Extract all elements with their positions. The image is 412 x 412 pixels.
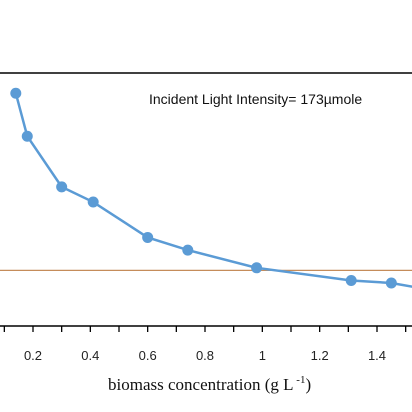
annotation-text: Incident Light Intensity= 173µmole [149,91,362,107]
x-axis-label-sup: -1 [294,374,306,386]
data-point [142,231,154,243]
x-ticks: 0.2 0.4 0.6 0.8 1 1.2 1.4 [3,326,407,363]
x-axis-label-close: ) [305,375,311,394]
data-point [10,87,22,99]
series-line [14,92,412,288]
x-axis-label: biomass concentration (g L -1) [108,374,311,394]
x-tick-label: 1 [259,348,266,363]
data-point [345,274,357,286]
series-points [10,87,397,289]
data-point [87,196,99,208]
data-point [182,244,194,256]
x-tick-label: 0.2 [24,348,42,363]
x-tick-label: 0.4 [81,348,99,363]
x-tick-label: 1.2 [311,348,329,363]
data-point [21,130,33,142]
x-tick-label: 0.6 [139,348,157,363]
data-point [251,262,263,274]
data-point [385,277,397,289]
data-point [56,181,68,193]
x-tick-label: 1.4 [368,348,386,363]
x-tick-label: 0.8 [196,348,214,363]
x-axis-label-main: biomass concentration (g L [108,375,294,394]
